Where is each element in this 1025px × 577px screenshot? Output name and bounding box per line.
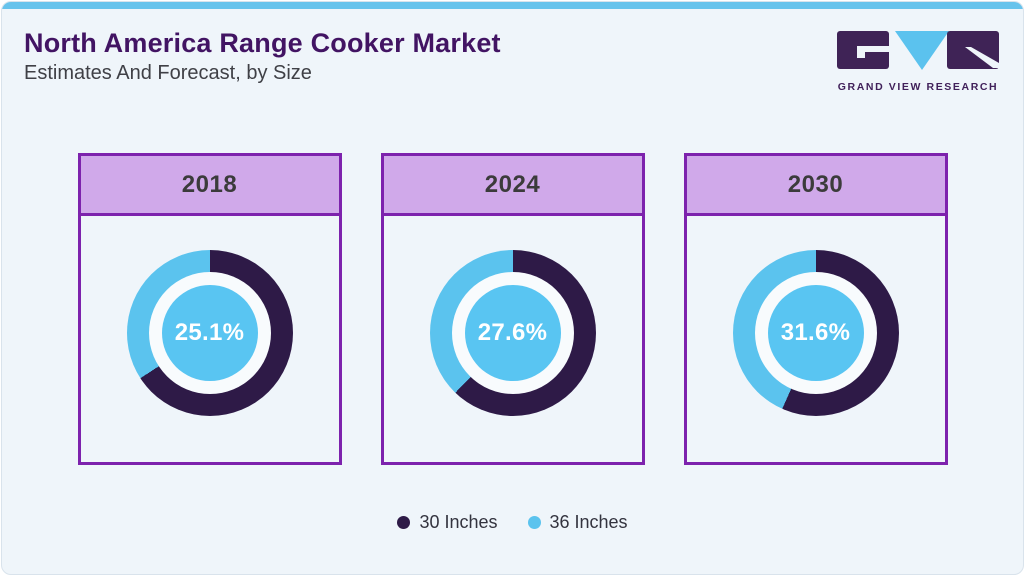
- donut-center-value: 25.1%: [161, 285, 258, 381]
- year-card-2018: 2018 25.1%: [77, 153, 342, 465]
- legend-dot-36-inches-icon: [527, 516, 541, 529]
- donut-hole: 25.1%: [148, 272, 271, 394]
- year-label: 2024: [383, 156, 642, 216]
- gvr-logo-mark-icon: [837, 31, 999, 76]
- donut-center-value: 31.6%: [767, 285, 864, 381]
- year-cards: 2018 25.1% 2024 27.6% 2030: [2, 153, 1023, 465]
- gvr-logo-text: GRAND VIEW RESEARCH: [837, 81, 999, 93]
- year-label: 2018: [80, 156, 339, 216]
- gvr-logo: GRAND VIEW RESEARCH: [837, 31, 999, 93]
- header: North America Range Cooker Market Estima…: [2, 9, 1023, 93]
- legend-dot-30-inches-icon: [397, 516, 411, 529]
- year-card-2030: 2030 31.6%: [683, 153, 948, 465]
- year-label: 2030: [686, 156, 945, 216]
- legend: 30 Inches 36 Inches: [2, 512, 1023, 533]
- legend-item-30-inches: 30 Inches: [397, 512, 498, 533]
- legend-label: 30 Inches: [419, 512, 498, 532]
- donut-chart-2030: 31.6%: [732, 250, 899, 416]
- page-subtitle: Estimates And Forecast, by Size: [24, 62, 312, 85]
- legend-label: 36 Inches: [549, 512, 628, 532]
- top-accent-bar: [2, 2, 1023, 9]
- donut-hole: 31.6%: [754, 272, 877, 394]
- legend-item-36-inches: 36 Inches: [527, 512, 628, 533]
- donut-center-value: 27.6%: [464, 285, 561, 381]
- donut-chart-2018: 25.1%: [126, 250, 293, 416]
- donut-chart-2024: 27.6%: [429, 250, 596, 416]
- donut-hole: 27.6%: [451, 272, 574, 394]
- title-block: North America Range Cooker Market Estima…: [24, 27, 501, 85]
- year-card-2024: 2024 27.6%: [380, 153, 645, 465]
- page-title: North America Range Cooker Market: [24, 28, 501, 58]
